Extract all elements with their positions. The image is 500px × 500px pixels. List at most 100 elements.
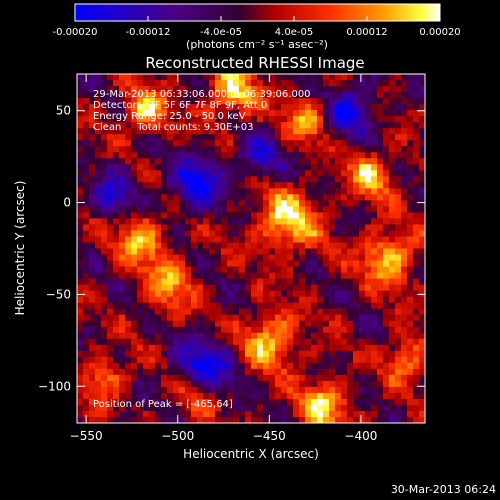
- heatmap-cell: [299, 146, 306, 153]
- heatmap-cell: [107, 416, 114, 424]
- heatmap-cell: [233, 380, 240, 388]
- heatmap-cell: [77, 110, 84, 117]
- heatmap-cell: [389, 128, 396, 135]
- heatmap-cell: [305, 398, 312, 406]
- heatmap-cell: [191, 206, 198, 213]
- heatmap-cell: [395, 224, 402, 231]
- heatmap-cell: [227, 386, 234, 394]
- heatmap-cell: [287, 104, 294, 111]
- heatmap-cell: [413, 152, 420, 159]
- heatmap-cell: [215, 98, 222, 105]
- heatmap-cell: [329, 158, 336, 165]
- heatmap-cell: [191, 230, 198, 237]
- heatmap-cell: [263, 176, 270, 183]
- heatmap-cell: [89, 368, 96, 376]
- heatmap-cell: [251, 362, 258, 370]
- heatmap-cell: [341, 218, 348, 225]
- heatmap-cell: [317, 86, 324, 93]
- heatmap-cell: [377, 146, 384, 153]
- heatmap-cell: [119, 230, 126, 237]
- heatmap-cell: [377, 314, 384, 322]
- heatmap-cell: [407, 380, 414, 388]
- heatmap-cell: [377, 266, 384, 273]
- heatmap-cell: [407, 344, 414, 352]
- heatmap-cell: [155, 140, 162, 147]
- heatmap-cell: [407, 356, 414, 364]
- heatmap-cell: [131, 140, 138, 147]
- heatmap-cell: [305, 134, 312, 141]
- heatmap-cell: [245, 290, 252, 298]
- heatmap-cell: [299, 356, 306, 364]
- heatmap-cell: [407, 290, 414, 298]
- heatmap-cell: [161, 296, 168, 304]
- heatmap-cell: [221, 164, 228, 171]
- heatmap-cell: [227, 188, 234, 195]
- heatmap-cell: [305, 122, 312, 129]
- heatmap-cell: [113, 308, 120, 316]
- heatmap-cell: [365, 212, 372, 219]
- heatmap-cell: [107, 164, 114, 171]
- heatmap-cell: [119, 98, 126, 105]
- heatmap-cell: [167, 308, 174, 316]
- heatmap-cell: [173, 170, 180, 177]
- heatmap-cell: [347, 116, 354, 123]
- heatmap-cell: [209, 290, 216, 298]
- heatmap-cell: [383, 158, 390, 165]
- heatmap-cell: [101, 200, 108, 207]
- heatmap-cell: [359, 122, 366, 129]
- heatmap-cell: [389, 404, 396, 412]
- heatmap-cell: [131, 182, 138, 189]
- heatmap-cell: [101, 314, 108, 322]
- heatmap-cell: [323, 80, 330, 87]
- heatmap-cell: [77, 224, 84, 231]
- heatmap-cell: [221, 230, 228, 237]
- heatmap-cell: [161, 368, 168, 376]
- heatmap-cell: [203, 290, 210, 298]
- heatmap-cell: [95, 368, 102, 376]
- heatmap-cell: [341, 248, 348, 255]
- heatmap-cell: [155, 332, 162, 340]
- heatmap-cell: [143, 194, 150, 201]
- heatmap-cell: [299, 404, 306, 412]
- heatmap-cell: [221, 374, 228, 382]
- heatmap-cell: [215, 392, 222, 400]
- heatmap-cell: [305, 308, 312, 316]
- heatmap-cell: [419, 122, 426, 129]
- heatmap-cell: [227, 362, 234, 370]
- heatmap-cell: [125, 182, 132, 189]
- heatmap-cell: [293, 194, 300, 201]
- heatmap-cell: [83, 188, 90, 195]
- heatmap-cell: [377, 188, 384, 195]
- heatmap-cell: [185, 188, 192, 195]
- heatmap-cell: [377, 182, 384, 189]
- heatmap-cell: [299, 398, 306, 406]
- heatmap-cell: [329, 122, 336, 129]
- heatmap-cell: [293, 290, 300, 298]
- heatmap-cell: [131, 146, 138, 153]
- heatmap-cell: [407, 362, 414, 370]
- heatmap-cell: [263, 86, 270, 93]
- heatmap-cell: [329, 260, 336, 267]
- heatmap-cell: [155, 152, 162, 159]
- heatmap-cell: [101, 134, 108, 141]
- heatmap-cell: [215, 194, 222, 201]
- heatmap-cell: [197, 332, 204, 340]
- heatmap-cell: [131, 170, 138, 177]
- heatmap-cell: [401, 254, 408, 261]
- heatmap-cell: [77, 320, 84, 328]
- heatmap-cell: [149, 374, 156, 382]
- heatmap-cell: [281, 218, 288, 225]
- heatmap-cell: [389, 386, 396, 394]
- heatmap-cell: [167, 92, 174, 99]
- heatmap-cell: [311, 224, 318, 231]
- heatmap-cell: [359, 206, 366, 213]
- heatmap-cell: [341, 410, 348, 418]
- heatmap-cell: [395, 320, 402, 328]
- heatmap-cell: [95, 404, 102, 412]
- heatmap-cell: [407, 116, 414, 123]
- heatmap-cell: [155, 320, 162, 328]
- heatmap-cell: [347, 290, 354, 298]
- heatmap-cell: [143, 356, 150, 364]
- heatmap-cell: [287, 374, 294, 382]
- heatmap-cell: [161, 260, 168, 267]
